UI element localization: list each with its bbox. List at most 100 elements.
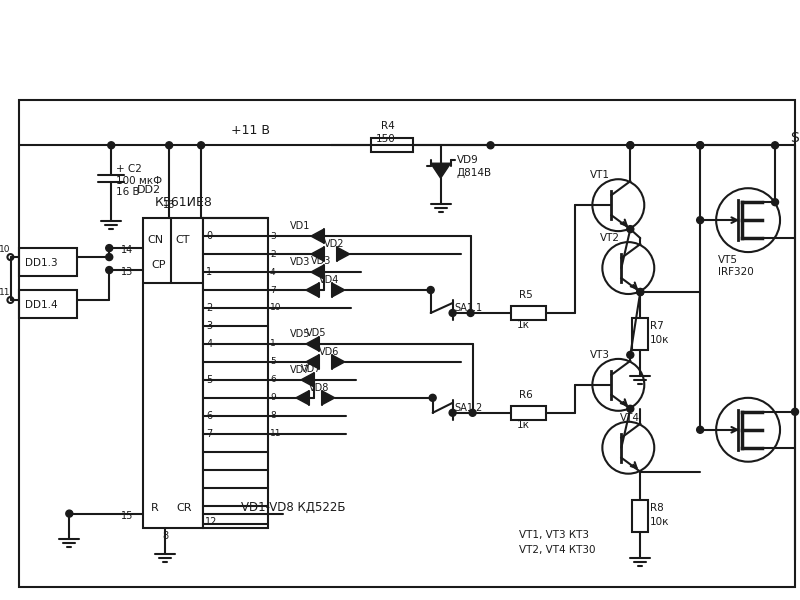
Text: + C2: + C2 <box>116 164 142 174</box>
Text: SA1.1: SA1.1 <box>454 303 482 313</box>
Circle shape <box>627 142 634 149</box>
Polygon shape <box>322 391 335 405</box>
Text: 16: 16 <box>163 200 175 210</box>
Bar <box>203 218 268 527</box>
Text: CR: CR <box>176 503 192 512</box>
Circle shape <box>106 266 113 274</box>
Circle shape <box>697 142 704 149</box>
Text: VT1, VT3 КТ3: VT1, VT3 КТ3 <box>518 530 589 539</box>
Text: 100 мкФ: 100 мкФ <box>116 176 162 186</box>
Bar <box>370 138 413 152</box>
Circle shape <box>108 142 114 149</box>
Text: VD1-VD8 КД522Б: VD1-VD8 КД522Б <box>241 501 346 514</box>
Circle shape <box>427 287 434 293</box>
Circle shape <box>627 226 634 233</box>
Text: VD5: VD5 <box>306 328 326 338</box>
Polygon shape <box>301 373 314 387</box>
Text: VD8: VD8 <box>309 383 330 393</box>
Text: 1к: 1к <box>517 320 530 330</box>
Text: +11 В: +11 В <box>231 124 270 137</box>
Text: DD1.4: DD1.4 <box>26 300 58 310</box>
Text: 10: 10 <box>0 245 10 254</box>
Polygon shape <box>332 355 345 369</box>
Bar <box>632 318 648 350</box>
Circle shape <box>166 142 173 149</box>
Text: 10: 10 <box>270 304 282 313</box>
Text: 9: 9 <box>270 394 276 403</box>
Polygon shape <box>430 163 450 178</box>
Text: 150: 150 <box>376 134 395 144</box>
Text: CP: CP <box>151 260 166 270</box>
Circle shape <box>66 510 73 517</box>
Circle shape <box>106 254 113 260</box>
Circle shape <box>697 426 704 433</box>
Text: R4: R4 <box>381 121 394 131</box>
Text: R5: R5 <box>518 290 532 300</box>
Text: 10к: 10к <box>650 517 670 527</box>
Text: 8: 8 <box>162 530 168 541</box>
Text: 5: 5 <box>270 358 276 367</box>
Text: 1к: 1к <box>517 420 530 430</box>
Bar <box>632 500 648 532</box>
Text: 10к: 10к <box>650 335 670 345</box>
Bar <box>510 406 546 420</box>
Text: 4: 4 <box>270 268 275 277</box>
Text: IRF320: IRF320 <box>718 267 754 277</box>
Circle shape <box>469 409 476 416</box>
Text: SA1.2: SA1.2 <box>454 403 483 413</box>
Text: 13: 13 <box>121 267 134 277</box>
Text: 0: 0 <box>206 231 212 241</box>
Text: VD4: VD4 <box>319 275 339 285</box>
Bar <box>19 248 78 276</box>
Text: 11: 11 <box>0 287 10 296</box>
Circle shape <box>106 245 113 251</box>
Polygon shape <box>296 391 309 405</box>
Text: VD2: VD2 <box>324 239 344 249</box>
Text: 2: 2 <box>270 250 275 259</box>
Text: 3: 3 <box>206 321 212 331</box>
Text: VD3: VD3 <box>290 257 310 267</box>
Polygon shape <box>311 229 324 243</box>
Text: 6: 6 <box>206 411 212 421</box>
Text: CT: CT <box>175 235 190 245</box>
Text: 16 В: 16 В <box>116 187 140 197</box>
Bar <box>510 306 546 320</box>
Text: CN: CN <box>147 235 163 245</box>
Text: VD9: VD9 <box>457 155 478 165</box>
Text: К561ИЕ8: К561ИЕ8 <box>155 196 213 209</box>
Polygon shape <box>311 247 324 261</box>
Text: S: S <box>790 131 798 145</box>
Polygon shape <box>332 283 345 297</box>
Circle shape <box>627 142 634 149</box>
Text: VT1: VT1 <box>590 170 610 180</box>
Text: 6: 6 <box>270 376 276 385</box>
Polygon shape <box>306 337 319 351</box>
Text: 14: 14 <box>121 245 134 255</box>
Text: 3: 3 <box>270 232 276 241</box>
Circle shape <box>467 310 474 316</box>
Text: 7: 7 <box>270 286 276 295</box>
Text: VD7: VD7 <box>290 365 310 375</box>
Text: VT5: VT5 <box>718 255 738 265</box>
Circle shape <box>771 199 778 206</box>
Text: R: R <box>151 503 159 512</box>
Polygon shape <box>337 247 350 261</box>
Polygon shape <box>311 265 324 279</box>
Circle shape <box>637 289 644 296</box>
Circle shape <box>637 289 644 296</box>
Bar <box>19 290 78 318</box>
Circle shape <box>449 310 456 316</box>
Text: DD1.3: DD1.3 <box>26 258 58 268</box>
Circle shape <box>791 409 798 415</box>
Bar <box>143 218 203 527</box>
Text: VT4: VT4 <box>620 413 640 423</box>
Text: 8: 8 <box>270 411 276 420</box>
Text: 5: 5 <box>206 375 212 385</box>
Text: 12: 12 <box>205 517 218 527</box>
Circle shape <box>627 352 634 358</box>
Text: VT2, VT4 КТ30: VT2, VT4 КТ30 <box>518 545 595 554</box>
Text: VT3: VT3 <box>590 350 610 360</box>
Text: R7: R7 <box>650 321 664 331</box>
Text: R8: R8 <box>650 503 664 512</box>
Circle shape <box>697 217 704 224</box>
